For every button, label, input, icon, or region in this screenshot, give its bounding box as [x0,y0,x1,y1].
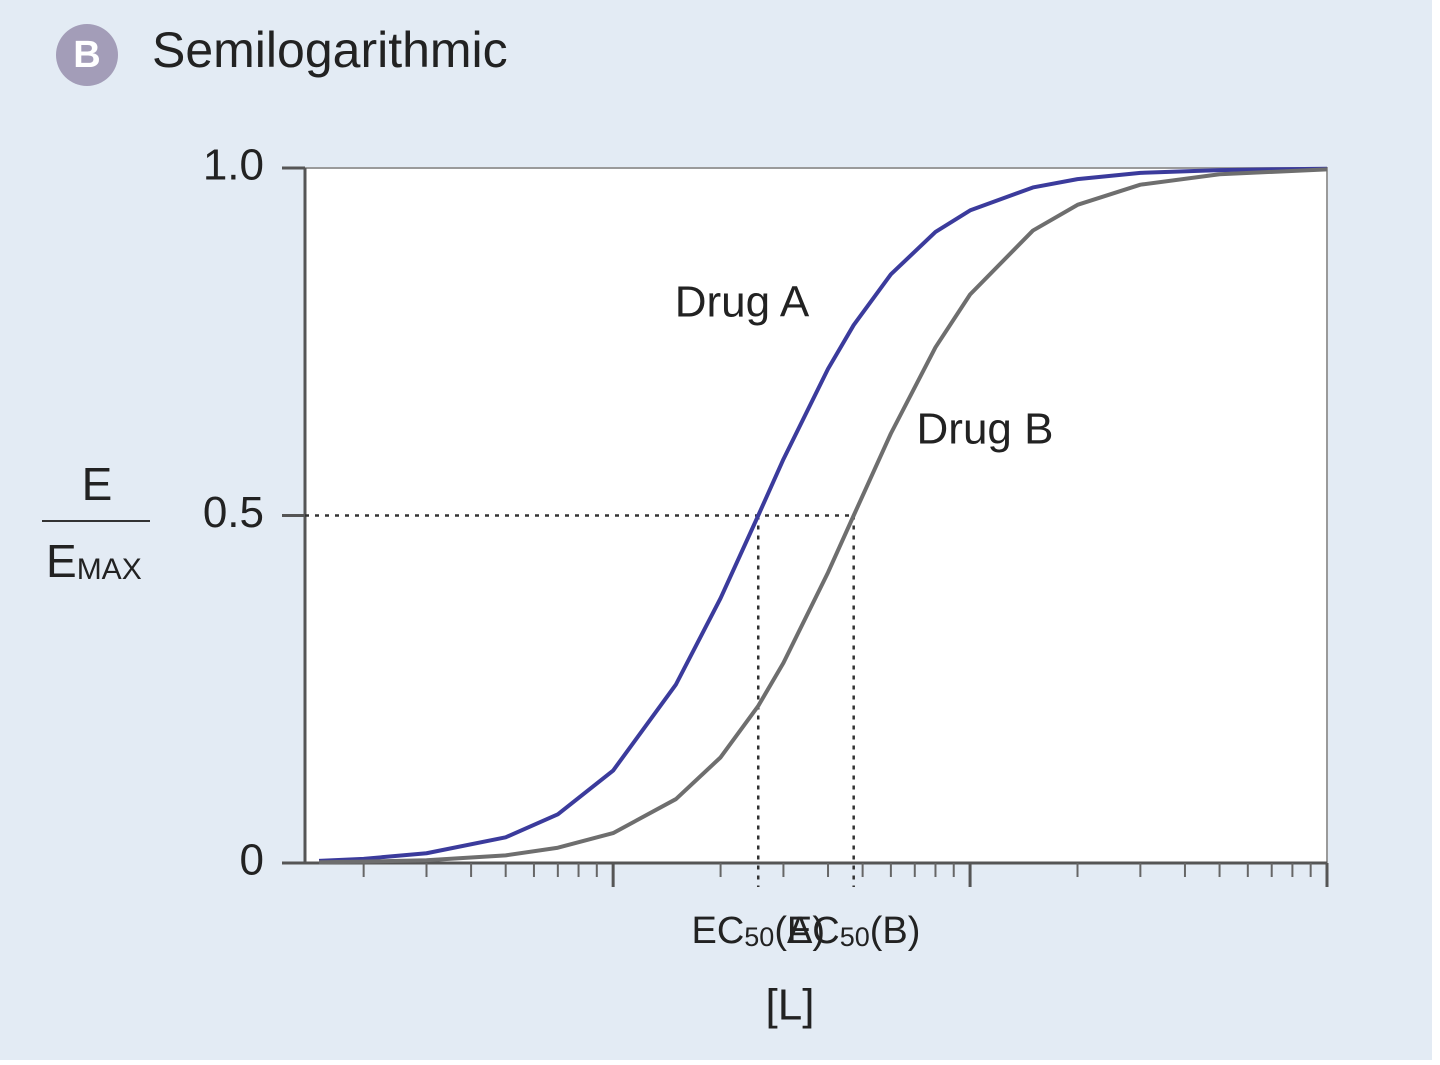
y-tick-label: 0.5 [203,488,264,537]
x-label: [L] [766,981,815,1030]
y-tick-label: 1.0 [203,141,264,190]
ec50-label: EC50(B) [787,910,921,952]
y-tick-label: 0 [240,836,264,885]
series-label: Drug A [675,278,810,327]
y-label-numerator: E [82,458,113,510]
panel-badge [56,24,118,86]
ec50-label: EC50(A) [691,910,825,952]
y-label-denominator: EMAX [46,535,142,587]
series-label: Drug B [917,405,1054,454]
curve [318,166,1328,863]
curve [319,167,1328,865]
chart-title: Semilogarithmic [152,22,508,78]
panel-label: B [73,34,100,76]
